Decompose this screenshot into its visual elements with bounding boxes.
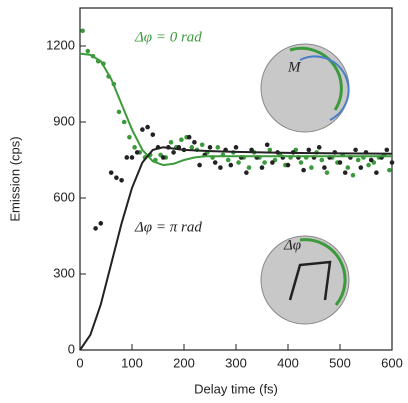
data-point	[171, 150, 176, 155]
data-point	[389, 160, 395, 165]
x-tick-label: 400	[277, 355, 299, 370]
data-point	[322, 165, 327, 170]
x-tick-label: 0	[76, 355, 83, 370]
inset-arc	[299, 238, 347, 306]
data-point	[244, 170, 249, 175]
fit-line	[79, 52, 392, 167]
data-point	[116, 109, 122, 115]
inset-label: M	[287, 59, 302, 75]
data-point	[264, 142, 270, 148]
data-point	[124, 155, 130, 160]
data-point	[140, 127, 145, 132]
x-tick-label: 500	[329, 355, 351, 370]
x-axis-label: Delay time (fs)	[194, 381, 278, 396]
data-point	[249, 147, 254, 153]
data-point	[218, 165, 223, 170]
data-point	[355, 157, 361, 163]
data-point	[179, 137, 184, 143]
data-point	[225, 157, 231, 163]
data-point	[236, 160, 241, 165]
data-point	[306, 147, 312, 153]
data-point	[301, 167, 306, 173]
x-tick-label: 200	[173, 355, 195, 370]
data-point	[192, 139, 197, 145]
data-point	[212, 160, 218, 165]
data-point	[316, 145, 322, 150]
data-point	[93, 226, 98, 231]
inset-bottom	[260, 235, 350, 325]
x-tick-label: 600	[381, 355, 403, 370]
data-point	[337, 160, 343, 165]
data-point	[309, 165, 314, 170]
data-point	[129, 155, 135, 160]
data-point	[80, 28, 85, 34]
data-point	[267, 147, 273, 153]
data-point	[366, 162, 371, 168]
data-point	[387, 167, 392, 173]
data-point	[132, 145, 137, 150]
data-point	[127, 134, 132, 140]
data-point	[368, 157, 374, 163]
y-axis-label: Emission (cps)	[7, 136, 22, 221]
data-point	[270, 160, 275, 165]
x-tick-label: 100	[121, 355, 143, 370]
data-point	[324, 170, 330, 175]
data-point	[160, 155, 166, 160]
y-tick-label: 300	[53, 265, 75, 280]
data-point	[350, 172, 356, 178]
data-point	[134, 150, 140, 155]
data-point	[259, 165, 265, 170]
annotation: Δφ = 0 rad	[134, 29, 202, 45]
inset-arc	[299, 55, 350, 121]
data-point	[262, 160, 267, 165]
data-point	[319, 157, 325, 163]
inset-label: Δφ	[283, 237, 301, 253]
data-point	[358, 165, 364, 170]
data-point	[345, 165, 351, 170]
data-point	[119, 177, 124, 183]
inset-top	[260, 43, 350, 133]
x-tick-label: 300	[225, 355, 247, 370]
data-point	[246, 165, 252, 170]
data-point	[374, 170, 379, 175]
data-point	[168, 139, 174, 145]
data-point	[342, 170, 348, 175]
data-point	[85, 48, 91, 54]
data-point	[189, 145, 195, 150]
y-tick-label: 900	[53, 113, 75, 128]
data-point	[121, 119, 127, 125]
y-tick-label: 1200	[46, 37, 75, 52]
data-point	[108, 170, 114, 175]
data-point	[114, 175, 119, 181]
data-point	[98, 221, 104, 226]
data-point	[228, 162, 234, 168]
data-point	[207, 145, 213, 150]
data-point	[145, 124, 150, 130]
y-tick-label: 600	[53, 189, 75, 204]
data-point	[150, 132, 156, 137]
data-point	[233, 145, 239, 150]
data-point	[384, 147, 390, 153]
data-point	[215, 145, 221, 150]
data-point	[353, 147, 358, 153]
inset-arc	[288, 260, 332, 301]
data-point	[298, 160, 304, 165]
inset-arc	[289, 46, 343, 111]
data-point	[199, 142, 205, 148]
fit-line	[79, 146, 393, 351]
data-point	[197, 162, 202, 168]
inset-sphere	[260, 235, 350, 325]
y-tick-label: 0	[68, 341, 75, 356]
annotation: Δφ = π rad	[134, 219, 202, 235]
data-point	[285, 162, 291, 168]
data-point	[186, 134, 192, 140]
